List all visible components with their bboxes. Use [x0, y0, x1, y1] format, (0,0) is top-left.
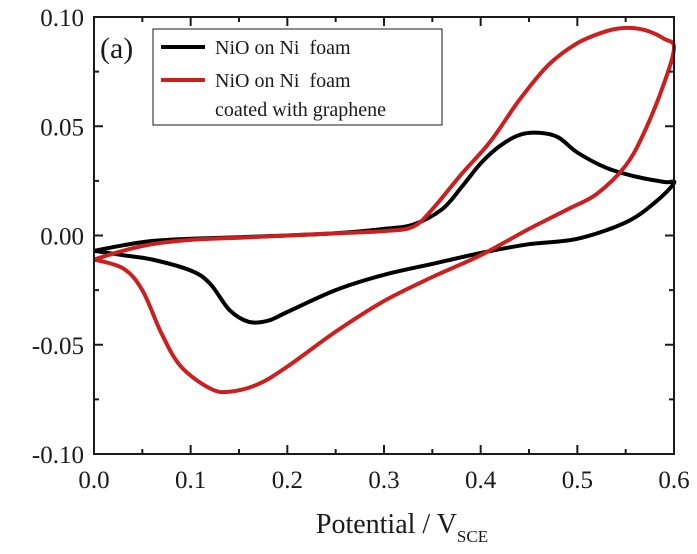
y-tick-label: 0.00 [40, 224, 84, 251]
panel-label: (a) [100, 32, 133, 65]
x-tick-label: 0.0 [78, 467, 109, 494]
x-tick-label: 0.5 [562, 467, 593, 494]
legend-label-series-2: NiO on Ni foam [215, 70, 351, 92]
legend: NiO on Ni foam NiO on Ni foam coated wit… [152, 28, 443, 126]
x-axis-title: Potential / VSCE [316, 509, 488, 546]
x-tick-label: 0.1 [175, 467, 206, 494]
y-tick-label: 0.10 [40, 5, 84, 32]
y-tick-label: -0.05 [32, 333, 84, 360]
legend-label-series-1: NiO on Ni foam [215, 37, 351, 59]
legend-label-series-2-line2: coated with graphene [215, 99, 386, 121]
tick-layer: 0.0 0.1 0.2 0.3 0.4 0.5 0.6 0.10 0.05 0.00 -0.05 -0… [32, 5, 690, 494]
y-tick-label: -0.10 [32, 442, 84, 469]
x-axis-title-main: Potential / V [316, 509, 457, 540]
x-tick-label: 0.4 [465, 467, 497, 494]
x-tick-label: 0.2 [272, 467, 303, 494]
x-tick-label: 0.3 [368, 467, 399, 494]
y-tick-label: 0.05 [40, 114, 84, 141]
x-tick-label: 0.6 [658, 467, 689, 494]
x-axis-title-subscript: SCE [457, 527, 488, 546]
